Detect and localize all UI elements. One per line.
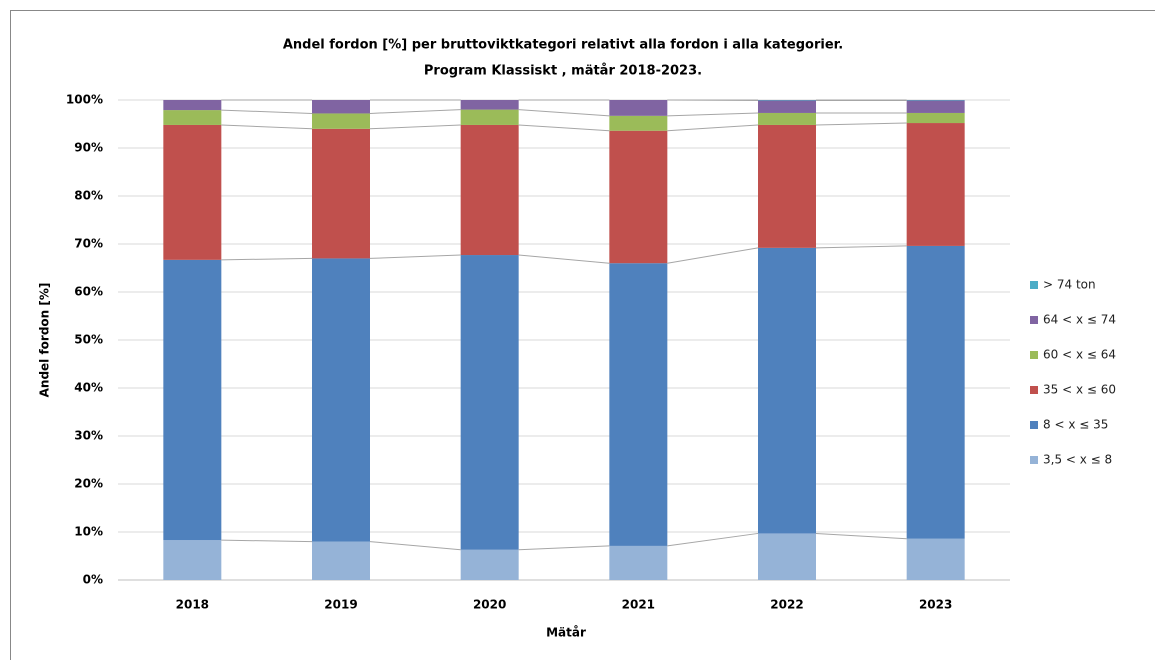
chart-subtitle: Program Klassiskt , mätår 2018-2023. bbox=[424, 64, 702, 79]
legend-swatch bbox=[1030, 316, 1038, 324]
bar-segment bbox=[460, 255, 519, 550]
series-line bbox=[667, 112, 759, 117]
bar-segment bbox=[906, 123, 965, 246]
bar-segment bbox=[312, 258, 370, 542]
bar-segment bbox=[758, 124, 816, 248]
bar-segment bbox=[906, 538, 965, 580]
legend-swatch bbox=[1030, 421, 1038, 429]
x-tick-label: 2023 bbox=[919, 598, 952, 612]
y-tick-label: 10% bbox=[74, 525, 103, 539]
series-line bbox=[667, 247, 759, 264]
y-tick-label: 30% bbox=[74, 429, 103, 443]
y-tick-label: 80% bbox=[74, 189, 103, 203]
bar-segment bbox=[758, 100, 816, 113]
series-line bbox=[369, 109, 461, 114]
y-tick-label: 20% bbox=[74, 477, 103, 491]
legend-swatch bbox=[1030, 351, 1038, 359]
series-line bbox=[221, 124, 313, 130]
x-tick-label: 2021 bbox=[622, 598, 655, 612]
bar-segment bbox=[758, 112, 816, 125]
bar-segment bbox=[163, 124, 222, 260]
x-tick-label: 2018 bbox=[176, 598, 209, 612]
bar-segment bbox=[163, 100, 222, 111]
series-line bbox=[667, 532, 759, 547]
bar-segment bbox=[312, 100, 370, 114]
series-line bbox=[369, 541, 461, 551]
chart-title: Andel fordon [%] per bruttoviktkategori … bbox=[283, 38, 843, 53]
series-line bbox=[221, 109, 313, 114]
series-line bbox=[518, 124, 610, 132]
series-line bbox=[667, 124, 759, 132]
bar-segment bbox=[460, 549, 519, 580]
series-line bbox=[221, 539, 313, 543]
bar-segment bbox=[312, 113, 370, 129]
y-tick-label: 90% bbox=[74, 141, 103, 155]
x-tick-label: 2020 bbox=[473, 598, 506, 612]
y-tick-label: 50% bbox=[74, 333, 103, 347]
y-tick-label: 0% bbox=[83, 573, 103, 587]
bar-segment bbox=[460, 124, 519, 256]
bar-segment bbox=[609, 115, 668, 131]
y-tick-label: 40% bbox=[74, 381, 103, 395]
legend-swatch bbox=[1030, 281, 1038, 289]
x-tick-label: 2022 bbox=[770, 598, 803, 612]
series-line bbox=[815, 532, 907, 540]
y-axis-label: Andel fordon [%] bbox=[38, 283, 52, 398]
bar-segment bbox=[163, 110, 222, 125]
legend-label: 3,5 < x ≤ 8 bbox=[1043, 453, 1112, 467]
legend-label: 60 < x ≤ 64 bbox=[1043, 348, 1116, 362]
legend-swatch bbox=[1030, 386, 1038, 394]
series-line bbox=[518, 254, 610, 264]
bar-segment bbox=[609, 263, 668, 546]
series-line bbox=[815, 245, 907, 249]
bar-segment bbox=[460, 109, 519, 125]
y-tick-label: 70% bbox=[74, 237, 103, 251]
y-tick-label: 100% bbox=[66, 93, 103, 107]
x-axis-label: Mätår bbox=[546, 626, 586, 640]
series-line bbox=[518, 109, 610, 117]
x-tick-label: 2019 bbox=[324, 598, 357, 612]
y-tick-label: 60% bbox=[74, 285, 103, 299]
legend-label: > 74 ton bbox=[1043, 278, 1096, 292]
bar-segment bbox=[906, 245, 965, 539]
bar-segment bbox=[312, 128, 370, 259]
series-line bbox=[815, 122, 907, 126]
bar-segment bbox=[906, 100, 965, 113]
legend-label: 35 < x ≤ 60 bbox=[1043, 383, 1116, 397]
bar-segment bbox=[163, 540, 222, 580]
bar-segment bbox=[609, 130, 668, 264]
bar-segment bbox=[460, 100, 519, 110]
series-line bbox=[221, 257, 313, 261]
bar-segment bbox=[609, 545, 668, 580]
chart-border bbox=[10, 10, 1155, 660]
bar-segment bbox=[758, 533, 816, 580]
bar-segment bbox=[163, 259, 222, 541]
bar-segment bbox=[312, 541, 370, 580]
legend-swatch bbox=[1030, 456, 1038, 464]
series-line bbox=[518, 545, 610, 551]
bar-segment bbox=[906, 112, 965, 124]
bar-segment bbox=[609, 100, 668, 116]
series-line bbox=[369, 254, 461, 259]
series-line bbox=[369, 124, 461, 130]
bar-segment bbox=[758, 247, 816, 534]
legend-label: 8 < x ≤ 35 bbox=[1043, 418, 1108, 432]
legend-label: 64 < x ≤ 74 bbox=[1043, 313, 1116, 327]
